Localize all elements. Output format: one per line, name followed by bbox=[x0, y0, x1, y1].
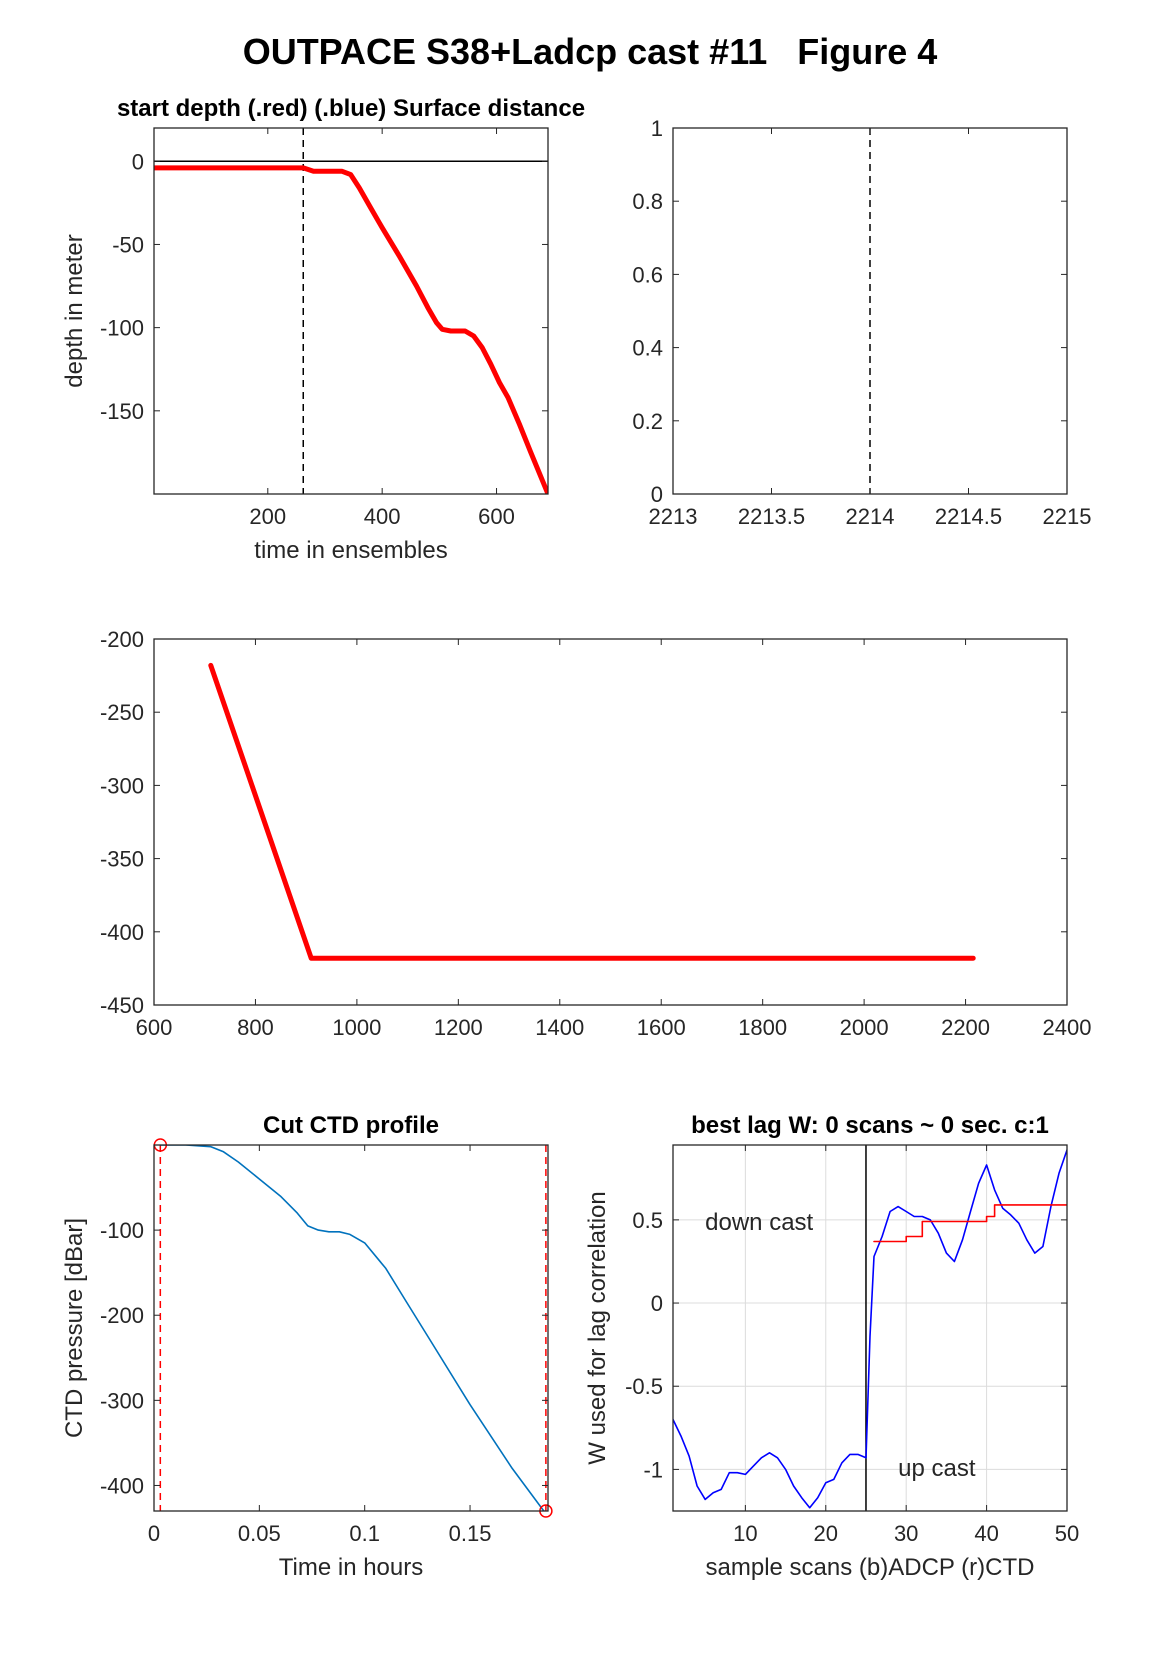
y-tick-label: 0.6 bbox=[632, 262, 663, 287]
x-tick-label: 2214 bbox=[846, 504, 895, 529]
x-tick-label: 1800 bbox=[738, 1015, 787, 1040]
x-tick-label: 20 bbox=[814, 1521, 838, 1546]
x-tick-label: 2214.5 bbox=[935, 504, 1002, 529]
y-tick-label: 0 bbox=[651, 1291, 663, 1316]
x-tick-label: 40 bbox=[974, 1521, 998, 1546]
panel-title: best lag W: 0 scans ~ 0 sec. c:1 bbox=[691, 1112, 1049, 1139]
axes-box bbox=[672, 1144, 1068, 1512]
y-tick-label: 0.8 bbox=[632, 189, 663, 214]
y-tick-label: -400 bbox=[100, 920, 144, 945]
y-tick-label: -1 bbox=[643, 1457, 663, 1482]
x-tick-label: 30 bbox=[894, 1521, 918, 1546]
x-tick-label: 50 bbox=[1055, 1521, 1079, 1546]
y-tick-label: 0.4 bbox=[632, 336, 663, 361]
y-tick-label: 1 bbox=[651, 116, 663, 141]
x-tick-label: 2213 bbox=[649, 504, 698, 529]
x-tick-label: 600 bbox=[136, 1015, 173, 1040]
plot-area bbox=[154, 128, 548, 494]
y-tick-label: -350 bbox=[100, 847, 144, 872]
panel-path: 600 800 1000 1200 1400 1600 1800 2000 2200 2400 -2… bbox=[100, 627, 1092, 1040]
x-tick-label: 1400 bbox=[535, 1015, 584, 1040]
panel-lag: 10 20 30 40 50 0.5 0 -0.5 -1 best lag W: 0 scans … bbox=[584, 1112, 1079, 1581]
panel-title: start depth (.red) (.blue) Surface dista… bbox=[117, 95, 585, 122]
x-tick-label: 200 bbox=[249, 504, 286, 529]
x-tick-label: 2213.5 bbox=[738, 504, 805, 529]
y-tick-label: -100 bbox=[100, 1218, 144, 1243]
series-line-0 bbox=[154, 165, 548, 494]
y-tick-label: -50 bbox=[112, 232, 144, 257]
y-tick-label: -100 bbox=[100, 316, 144, 341]
axes-box bbox=[153, 638, 1068, 1006]
y-axis-label: depth in meter bbox=[61, 234, 88, 387]
y-tick-label: -300 bbox=[100, 1388, 144, 1413]
figure-title: OUTPACE S38+Ladcp cast #11 Figure 4 bbox=[243, 31, 938, 72]
series-line-1 bbox=[873, 1204, 1067, 1243]
y-tick-label: 0.5 bbox=[632, 1208, 663, 1233]
plot-area bbox=[673, 1145, 1067, 1511]
x-tick-label: 800 bbox=[237, 1015, 274, 1040]
y-tick-label: -250 bbox=[100, 700, 144, 725]
x-tick-label: 400 bbox=[364, 504, 401, 529]
x-tick-label: 0.1 bbox=[349, 1521, 380, 1546]
x-tick-label: 10 bbox=[733, 1521, 757, 1546]
y-tick-label: -200 bbox=[100, 627, 144, 652]
y-tick-label: -0.5 bbox=[625, 1374, 663, 1399]
y-axis-label: W used for lag correlation bbox=[584, 1191, 611, 1464]
x-axis-label: Time in hours bbox=[279, 1554, 424, 1581]
panel-depth: 200 400 600 0 -50 -100 -150 start depth (.red) … bbox=[61, 95, 585, 564]
series-line-0 bbox=[159, 1145, 545, 1511]
x-tick-label: 0.05 bbox=[238, 1521, 281, 1546]
panel-ctd: 0 0.05 0.1 0.15 -100 -200 -300 -400 Cut CTD prof… bbox=[61, 1112, 553, 1581]
y-tick-label: 0.2 bbox=[632, 409, 663, 434]
x-tick-label: 2400 bbox=[1043, 1015, 1092, 1040]
x-axis-label: time in ensembles bbox=[254, 537, 447, 564]
x-tick-label: 1000 bbox=[332, 1015, 381, 1040]
panel-surface: 2213 2213.5 2214 2214.5 2215 0 0.2 0.4 0.6 0.8 1 bbox=[632, 116, 1091, 529]
y-tick-label: -400 bbox=[100, 1473, 144, 1498]
y-tick-label: 0 bbox=[651, 482, 663, 507]
annotation: up cast bbox=[898, 1455, 976, 1482]
y-tick-label: -150 bbox=[100, 399, 144, 424]
x-tick-label: 2200 bbox=[941, 1015, 990, 1040]
axes-box bbox=[153, 1144, 549, 1512]
y-tick-label: -300 bbox=[100, 773, 144, 798]
x-tick-label: 1200 bbox=[434, 1015, 483, 1040]
x-tick-label: 2215 bbox=[1043, 504, 1092, 529]
series-line-0 bbox=[208, 662, 976, 961]
annotation: down cast bbox=[705, 1209, 813, 1236]
plot-area bbox=[159, 1145, 547, 1511]
x-axis-label: sample scans (b)ADCP (r)CTD bbox=[706, 1554, 1035, 1581]
y-tick-label: 0 bbox=[132, 149, 144, 174]
x-tick-label: 600 bbox=[478, 504, 515, 529]
x-tick-label: 0.15 bbox=[449, 1521, 492, 1546]
y-tick-label: -450 bbox=[100, 993, 144, 1018]
panel-title: Cut CTD profile bbox=[263, 1112, 439, 1139]
x-tick-label: 2000 bbox=[840, 1015, 889, 1040]
series-line-0 bbox=[673, 1149, 1067, 1509]
y-tick-label: -200 bbox=[100, 1303, 144, 1328]
y-axis-label: CTD pressure [dBar] bbox=[61, 1218, 88, 1438]
x-tick-label: 0 bbox=[148, 1521, 160, 1546]
axes-box bbox=[153, 127, 549, 495]
x-tick-label: 1600 bbox=[637, 1015, 686, 1040]
plot-area bbox=[208, 662, 976, 961]
